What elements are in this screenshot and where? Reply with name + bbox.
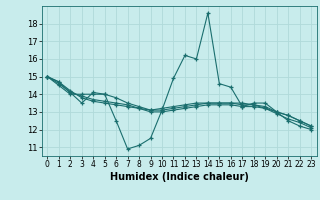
X-axis label: Humidex (Indice chaleur): Humidex (Indice chaleur) bbox=[110, 172, 249, 182]
